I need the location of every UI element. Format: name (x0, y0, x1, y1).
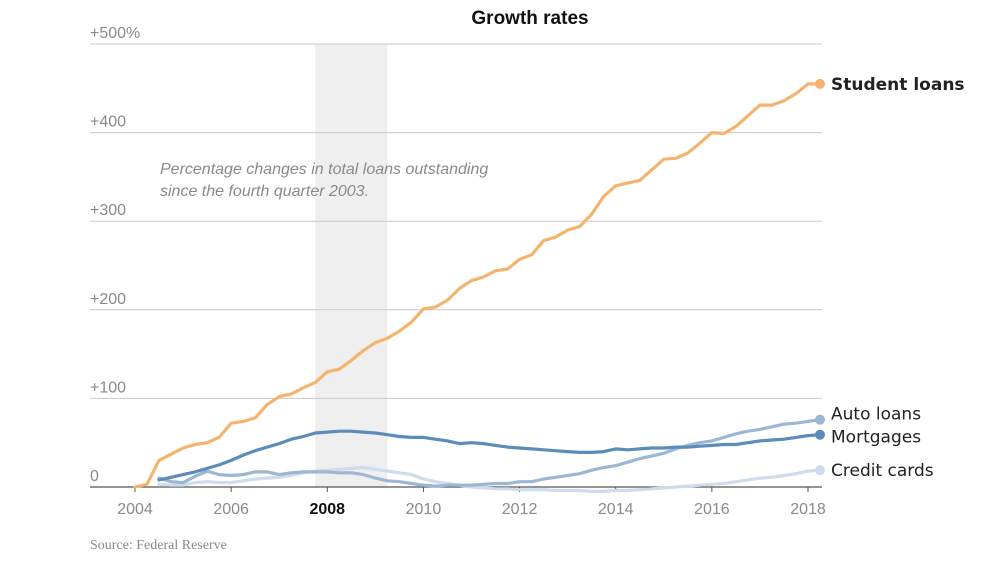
x-axis-tick-labels: 2004 2006 2008 2010 2012 2014 2016 2018 (117, 501, 826, 518)
series-label-student-loans: Student loans (831, 75, 965, 95)
series-label-auto-loans: Auto loans (831, 405, 921, 425)
x-axis (90, 486, 822, 492)
y-tick-label-500: +500% (90, 25, 140, 42)
series-end-point-auto-loans (815, 414, 826, 425)
y-tick-label-300: +300 (90, 202, 126, 219)
series-labels: Student loans Auto loans Mortgages Credit c… (831, 75, 965, 481)
series-end-point-mortgages (815, 429, 826, 440)
y-axis-tick-labels: +500% +400 +300 +200 +100 0 (90, 25, 140, 485)
x-tick-label-2006: 2006 (213, 501, 249, 518)
x-tick-label-2014: 2014 (598, 501, 634, 518)
y-tick-label-200: +200 (90, 291, 126, 308)
x-tick-label-2012: 2012 (502, 501, 538, 518)
x-tick-label-2016: 2016 (694, 501, 730, 518)
chart-title: Growth rates (471, 8, 588, 29)
x-tick-label-2010: 2010 (406, 501, 442, 518)
chart-annotation-line-1: Percentage changes in total loans outsta… (160, 161, 488, 178)
series-label-credit-cards: Credit cards (831, 461, 934, 481)
y-tick-label-100: +100 (90, 379, 126, 396)
y-tick-label-0: 0 (90, 468, 99, 485)
gridlines (90, 43, 822, 399)
x-tick-label-2008: 2008 (309, 501, 345, 518)
series-lines (133, 78, 826, 493)
source-note: Source: Federal Reserve (90, 538, 227, 553)
y-tick-label-400: +400 (90, 114, 126, 131)
chart-annotation-line-2: since the fourth quarter 2003. (160, 183, 369, 200)
series-label-mortgages: Mortgages (831, 428, 921, 448)
series-line-auto-loans (157, 418, 822, 488)
recession-band (315, 44, 388, 487)
x-tick-label-2018: 2018 (790, 501, 826, 518)
x-tick-label-2004: 2004 (117, 501, 153, 518)
series-end-point-student-loans (815, 78, 826, 89)
series-line-student-loans (133, 82, 822, 489)
recession-band-layer (315, 44, 388, 487)
series-end-point-credit-cards (815, 465, 826, 476)
series-line-credit-cards (157, 465, 822, 493)
series-line-mortgages (157, 429, 822, 482)
